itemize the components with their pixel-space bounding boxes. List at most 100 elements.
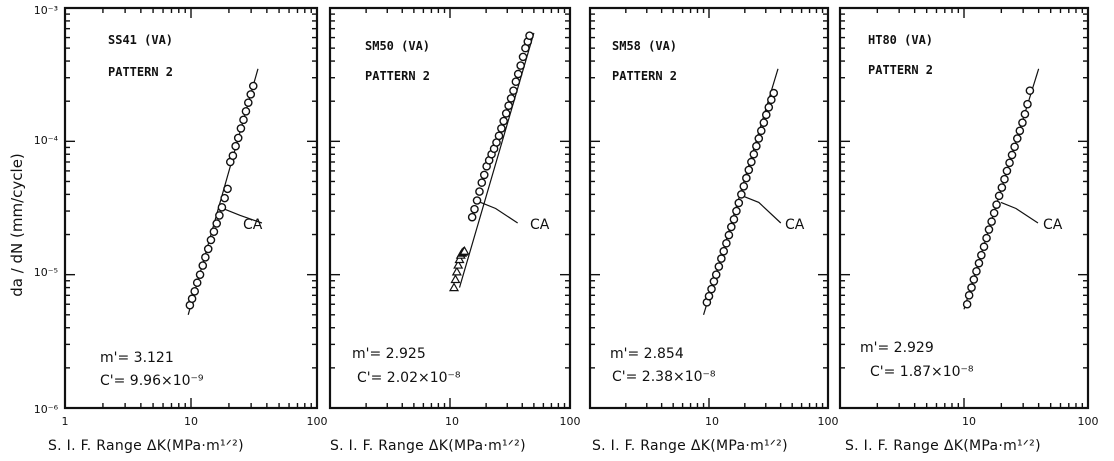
data-point: [1015, 126, 1025, 136]
c-value-annotation: C'= 1.87×10⁻⁸: [870, 364, 974, 380]
data-point: [979, 242, 989, 252]
x-axis-label: S. I. F. Range ΔK(MPa·m¹ᐟ²): [592, 438, 788, 454]
data-point: [190, 287, 200, 296]
data-point: [248, 81, 258, 91]
panel-title: SM50 (VA): [365, 39, 430, 53]
data-point: [501, 109, 511, 118]
x-tick-label: 100: [1078, 415, 1099, 428]
data-point: [1023, 99, 1032, 109]
data-point: [201, 252, 210, 262]
data-point: [1000, 174, 1009, 184]
data-point: [499, 116, 508, 126]
data-point: [982, 233, 991, 243]
data-point: [1020, 109, 1030, 119]
ca-label: CA: [1043, 217, 1063, 233]
data-point: [215, 211, 224, 220]
panel-ht80: HT80 (VA) PATTERN 2 m'= 2.929 C'= 1.87×1…: [838, 6, 1099, 454]
data-point: [742, 173, 751, 183]
m-value-annotation: m'= 2.854: [610, 346, 684, 362]
panel-title: HT80 (VA): [868, 33, 933, 47]
data-point: [1002, 166, 1012, 176]
data-point-triangle: [448, 282, 460, 292]
data-point: [231, 141, 240, 151]
data-point: [1018, 118, 1027, 127]
data-point: [1025, 86, 1035, 95]
data-point: [761, 110, 771, 120]
data-point: [759, 118, 769, 127]
data-point: [472, 196, 482, 205]
data-point: [241, 106, 251, 116]
data-point: [1005, 158, 1014, 168]
panel-sm50: SM50 (VA) PATTERN 2 m'= 2.925 C'= 2.02×1…: [328, 6, 581, 454]
data-point: [477, 178, 487, 187]
x-tick-label: 10: [445, 415, 459, 428]
data-point: [739, 181, 749, 191]
data-point: [239, 115, 248, 125]
data-point: [987, 217, 996, 226]
y-tick-label: 10⁻³: [34, 4, 58, 17]
data-point: [233, 133, 243, 143]
data-point: [198, 261, 208, 270]
data-point: [1010, 142, 1019, 152]
panel-plot: [838, 6, 1090, 410]
data-point: [220, 193, 229, 203]
data-point: [737, 190, 746, 199]
y-axis-label: da / dN (mm/cycle): [8, 153, 26, 297]
data-point-triangle: [459, 245, 470, 255]
m-value-annotation: m'= 2.929: [860, 340, 934, 356]
data-point: [192, 278, 202, 288]
ca-label: CA: [530, 217, 550, 233]
data-point: [236, 124, 246, 133]
data-point: [969, 275, 979, 284]
data-point: [206, 235, 216, 245]
ca-leader-line: [480, 201, 518, 224]
data-point: [977, 250, 986, 260]
data-point: [509, 86, 518, 95]
ca-leader-line: [743, 195, 782, 224]
data-point: [513, 69, 523, 79]
panel-plot: [63, 6, 319, 410]
data-point: [764, 102, 774, 112]
data-point: [516, 61, 525, 70]
data-point: [967, 283, 976, 292]
panel-subtitle: PATTERN 2: [612, 69, 677, 83]
panel-sm58: SM58 (VA) PATTERN 2 m'= 2.854 C'= 2.38×1…: [588, 6, 839, 454]
data-point: [195, 270, 205, 279]
data-point: [470, 204, 479, 214]
data-point: [992, 200, 1001, 209]
plot-frame: [63, 6, 319, 410]
data-point: [707, 284, 716, 294]
data-point: [749, 149, 759, 159]
x-tick-label: 10: [184, 415, 198, 428]
panel-plot: [588, 6, 830, 410]
data-point: [494, 131, 504, 141]
data-point: [212, 219, 222, 228]
data-point: [497, 124, 506, 133]
ca-label: CA: [243, 217, 263, 233]
m-value-annotation: m'= 3.121: [100, 350, 174, 366]
data-point: [228, 151, 238, 161]
data-point: [974, 258, 984, 268]
data-point: [525, 31, 534, 40]
data-point: [729, 215, 739, 224]
data-point: [475, 187, 484, 196]
data-point: [744, 165, 754, 175]
data-point: [747, 157, 756, 167]
data-point: [732, 206, 741, 216]
data-point: [479, 170, 489, 180]
panel-title: SS41 (VA): [108, 33, 173, 47]
data-point: [734, 198, 744, 208]
data-point: [756, 126, 766, 136]
panel-ss41: SS41 (VA) PATTERN 2 m'= 3.121 C'= 9.96×1…: [48, 6, 328, 454]
y-tick-label: 10⁻⁴: [34, 134, 59, 147]
data-point: [203, 244, 213, 254]
data-point: [717, 254, 726, 263]
ca-leader-line: [224, 208, 263, 224]
data-point: [984, 225, 994, 234]
data-point: [1012, 134, 1022, 143]
data-point: [964, 291, 974, 300]
data-point: [506, 94, 516, 103]
data-point: [504, 101, 513, 111]
data-point: [511, 77, 521, 87]
